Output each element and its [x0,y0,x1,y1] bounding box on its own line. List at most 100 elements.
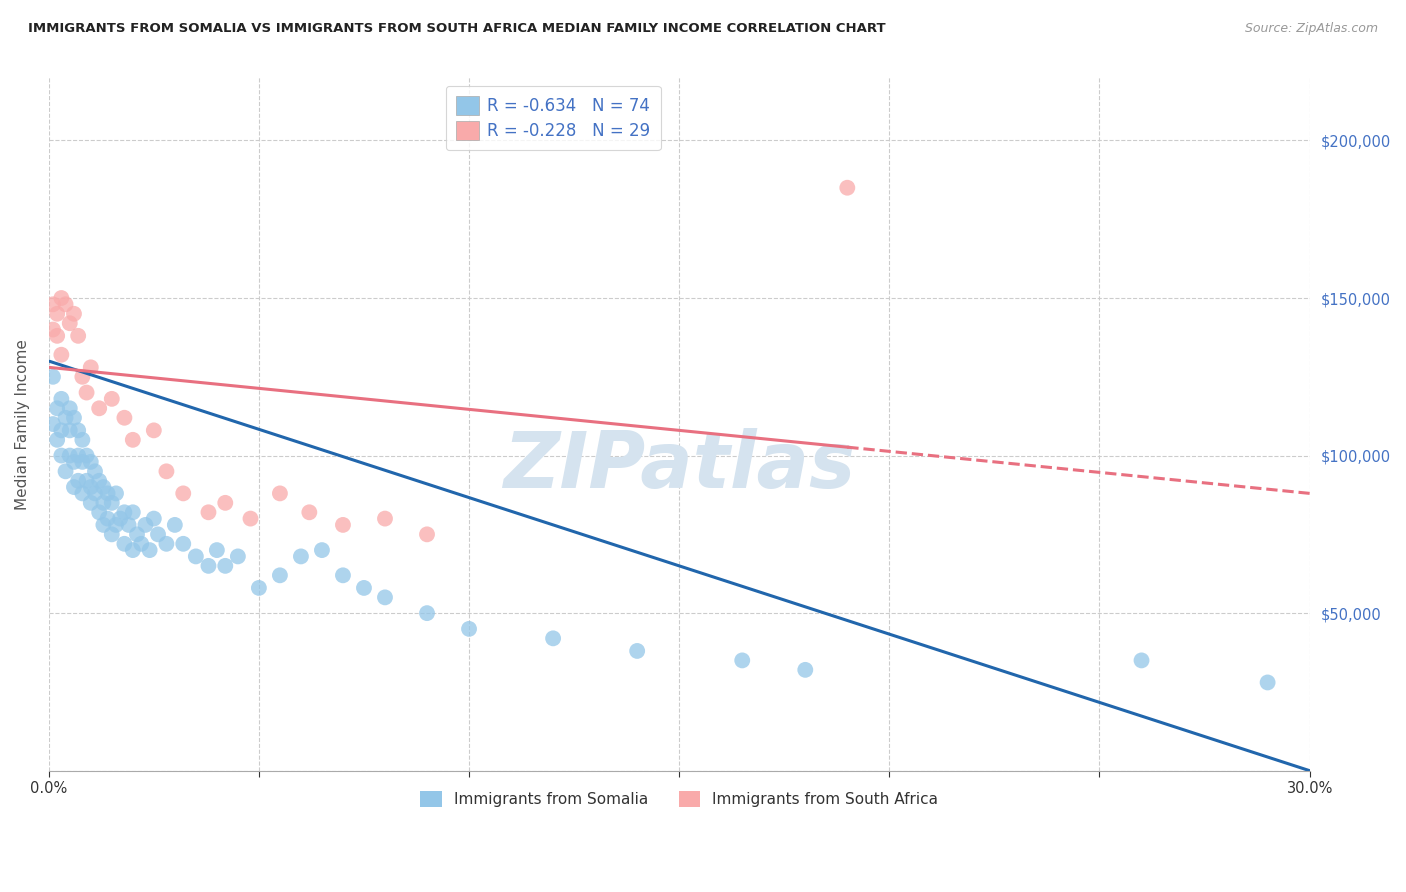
Point [374,511,396,525]
Point [76,474,98,488]
Point [837,180,859,194]
Point [332,568,354,582]
Point [112,505,135,519]
Point [105,517,128,532]
Point [46,433,69,447]
Text: Source: ZipAtlas.com: Source: ZipAtlas.com [1244,22,1378,36]
Point [59,316,82,330]
Y-axis label: Median Family Income: Median Family Income [15,339,30,509]
Point [59,401,82,416]
Point [121,505,143,519]
Point [332,517,354,532]
Point [239,511,262,525]
Point [93,480,115,494]
Point [108,511,131,525]
Point [134,517,156,532]
Point [374,591,396,605]
Point [97,486,120,500]
Point [416,606,439,620]
Point [184,549,207,564]
Point [51,392,73,406]
Point [80,360,103,375]
Point [67,449,90,463]
Point [51,291,73,305]
Point [72,486,94,500]
Point [226,549,249,564]
Point [172,486,194,500]
Point [197,558,219,573]
Text: IMMIGRANTS FROM SOMALIA VS IMMIGRANTS FROM SOUTH AFRICA MEDIAN FAMILY INCOME COR: IMMIGRANTS FROM SOMALIA VS IMMIGRANTS FR… [28,22,886,36]
Point [214,558,236,573]
Point [89,505,111,519]
Point [269,486,291,500]
Point [101,527,124,541]
Point [121,543,143,558]
Point [80,496,103,510]
Point [63,410,86,425]
Point [59,423,82,437]
Point [121,433,143,447]
Point [794,663,817,677]
Point [46,401,69,416]
Point [1257,675,1279,690]
Point [298,505,321,519]
Point [172,537,194,551]
Point [67,328,90,343]
Point [42,297,65,311]
Point [458,622,481,636]
Point [63,455,86,469]
Point [197,505,219,519]
Text: ZIPatlas: ZIPatlas [503,427,855,504]
Point [138,543,160,558]
Legend: Immigrants from Somalia, Immigrants from South Africa: Immigrants from Somalia, Immigrants from… [412,784,946,815]
Point [142,423,165,437]
Point [80,480,103,494]
Point [51,348,73,362]
Point [80,455,103,469]
Point [311,543,333,558]
Point [163,517,186,532]
Point [101,392,124,406]
Point [55,297,77,311]
Point [42,417,65,431]
Point [55,410,77,425]
Point [205,543,228,558]
Point [72,433,94,447]
Point [93,496,115,510]
Point [731,653,754,667]
Point [63,480,86,494]
Point [67,423,90,437]
Point [89,474,111,488]
Point [626,644,648,658]
Point [112,410,135,425]
Point [72,369,94,384]
Point [76,449,98,463]
Point [416,527,439,541]
Point [89,401,111,416]
Point [84,486,107,500]
Point [97,511,120,525]
Point [1130,653,1153,667]
Point [51,423,73,437]
Point [541,632,564,646]
Point [142,511,165,525]
Point [76,385,98,400]
Point [67,474,90,488]
Point [155,537,177,551]
Point [247,581,270,595]
Point [101,496,124,510]
Point [129,537,152,551]
Point [353,581,375,595]
Point [46,307,69,321]
Point [55,464,77,478]
Point [84,464,107,478]
Point [93,517,115,532]
Point [72,455,94,469]
Point [59,449,82,463]
Point [125,527,148,541]
Point [117,517,139,532]
Point [105,486,128,500]
Point [46,328,69,343]
Point [214,496,236,510]
Point [155,464,177,478]
